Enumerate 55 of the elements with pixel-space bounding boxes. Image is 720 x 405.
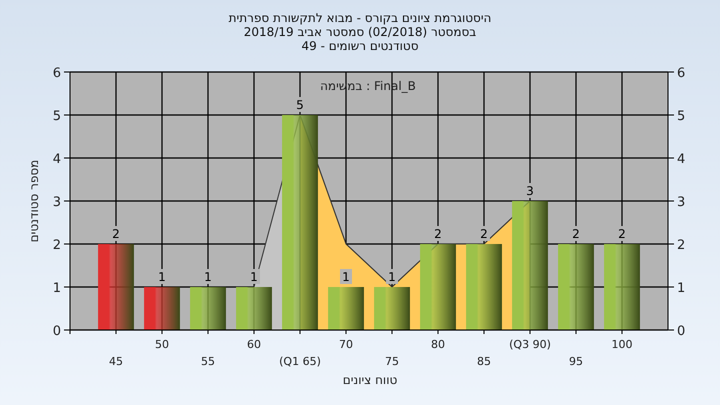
y2-tick-label: 5 [677, 109, 686, 124]
y2-tick-label: 2 [677, 238, 686, 253]
data-label: 5 [296, 98, 304, 112]
x-tick-label: 50 [155, 338, 169, 351]
data-label: 2 [480, 227, 488, 241]
text: בסמסטר (02/2018) סמסטר אביב 2018/19 [244, 25, 476, 39]
data-label: 3 [526, 184, 534, 198]
data-label: 2 [434, 227, 442, 241]
y2-tick-label: 3 [677, 195, 686, 210]
y-tick-label: 3 [52, 195, 61, 210]
bar [98, 244, 134, 330]
y2-tick-label: 1 [677, 281, 686, 296]
x-tick-label: 95 [569, 355, 583, 368]
data-label: 2 [618, 227, 626, 241]
data-label: 2 [572, 227, 580, 241]
bar [420, 244, 456, 330]
data-label: 1 [250, 270, 258, 284]
bar [328, 287, 364, 330]
y-tick-label: 0 [52, 324, 61, 339]
x-tick-label: 75 [385, 355, 399, 368]
chart-title: היסטוגרמת ציונים בקורס - מבוא לתקשורת ספרתית [228, 11, 492, 25]
bar [466, 244, 502, 330]
text: סטודנטים רשומים - 49 [301, 39, 419, 53]
data-label: 1 [388, 270, 396, 284]
y-tick-label: 4 [52, 152, 61, 167]
y-tick-label: 1 [52, 281, 61, 296]
data-label: 1 [158, 270, 166, 284]
y2-tick-label: 4 [677, 152, 686, 167]
x-tick-label: 85 [477, 355, 491, 368]
x-tick-label: 80 [431, 338, 445, 351]
x-tick-label: (Q3 90) [509, 338, 551, 351]
bar [190, 287, 226, 330]
y-tick-label: 5 [52, 109, 61, 124]
x-axis-title: טווח ציונים [342, 373, 398, 387]
bar [558, 244, 594, 330]
y-tick-label: 6 [52, 66, 61, 81]
y-axis-title: מספר סטודנטים [27, 160, 41, 242]
bar [374, 287, 410, 330]
y2-tick-label: 0 [677, 324, 686, 339]
x-tick-label: 60 [247, 338, 261, 351]
y2-tick-label: 6 [677, 66, 686, 81]
x-tick-label: 100 [612, 338, 632, 351]
y-tick-label: 2 [52, 238, 61, 253]
bar [282, 115, 318, 330]
data-label: 1 [204, 270, 212, 284]
bar [604, 244, 640, 330]
x-tick-label: (Q1 65) [279, 355, 321, 368]
data-label: 2 [112, 227, 120, 241]
data-label: 1 [342, 270, 350, 284]
bar [512, 201, 548, 330]
x-tick-label: 55 [201, 355, 215, 368]
bar [144, 287, 180, 330]
bar [236, 287, 272, 330]
x-tick-label: 70 [339, 338, 353, 351]
x-tick-label: 45 [109, 355, 123, 368]
